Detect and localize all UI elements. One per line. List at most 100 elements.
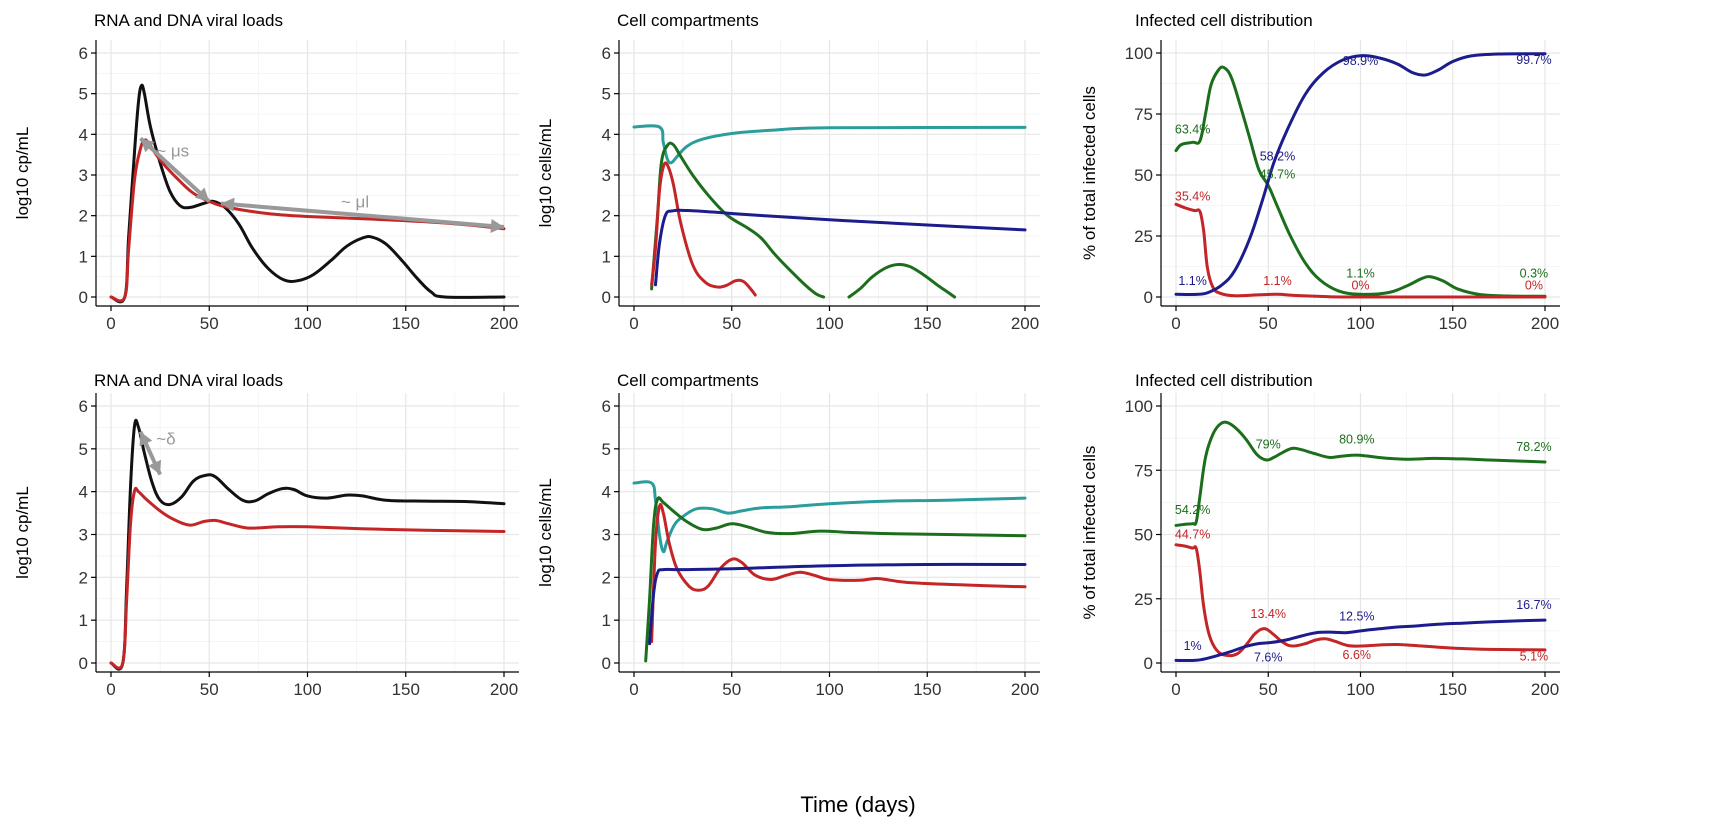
x-tick-label: 100: [815, 680, 843, 699]
x-tick-label: 0: [1171, 314, 1180, 333]
x-tick-label: 150: [392, 314, 420, 333]
series-line-red: [650, 502, 1027, 644]
series-line-red: [1174, 202, 1547, 299]
data-label: 63.4%: [1175, 123, 1210, 137]
y-tick-label: 1: [79, 611, 88, 630]
y-tick-label: 50: [1134, 166, 1153, 185]
y-tick-label: 3: [602, 166, 611, 185]
panel-title: Infected cell distribution: [1135, 11, 1313, 30]
series-line-black: [109, 83, 506, 304]
x-tick-label: 0: [629, 314, 638, 333]
y-tick-label: 3: [602, 526, 611, 545]
x-tick-label: 0: [629, 680, 638, 699]
x-tick-label: 100: [1346, 680, 1374, 699]
series-line-black: [109, 418, 506, 671]
x-tick-label: 200: [490, 314, 518, 333]
y-tick-label: 5: [79, 440, 88, 459]
y-tick-label: 5: [602, 85, 611, 104]
y-tick-label: 1: [602, 611, 611, 630]
arrow-head: [148, 459, 162, 475]
data-label: 78.2%: [1516, 440, 1551, 454]
arrow-head: [194, 187, 210, 202]
y-tick-label: 5: [79, 85, 88, 104]
data-label: 99.7%: [1516, 53, 1551, 67]
arrow-head: [221, 197, 235, 212]
x-tick-label: 200: [1531, 314, 1559, 333]
y-tick-label: 1: [602, 247, 611, 266]
y-axis-title: log10 cp/mL: [13, 127, 32, 220]
y-axis-title: log10 cells/mL: [536, 478, 555, 587]
x-tick-label: 150: [913, 314, 941, 333]
series-line-blue: [648, 562, 1027, 646]
data-label: 35.4%: [1175, 190, 1210, 204]
arrow-head: [140, 138, 155, 153]
panel-p12: 0 50 100 150 200 0 1 2 3 4 5 6 Cell compartments log1…: [536, 11, 1040, 333]
y-tick-label: 6: [79, 44, 88, 63]
data-label: 6.6%: [1343, 648, 1372, 662]
panel-p21: 0 50 100 150 200 0 1 2 3 4 5 6 RNA and DNA viral loa…: [13, 371, 519, 699]
annotation-arrow: [139, 136, 211, 203]
y-tick-label: 50: [1134, 526, 1153, 545]
y-tick-label: 5: [602, 440, 611, 459]
x-tick-label: 50: [1259, 680, 1278, 699]
y-tick-label: 100: [1125, 397, 1153, 416]
data-label: 1%: [1184, 639, 1202, 653]
y-axis-title: log10 cp/mL: [13, 486, 32, 579]
data-label: 80.9%: [1339, 432, 1374, 446]
y-axis-title: % of total infected cells: [1080, 86, 1099, 260]
y-tick-label: 75: [1134, 105, 1153, 124]
x-tick-label: 50: [200, 314, 219, 333]
data-label: 45.7%: [1260, 168, 1295, 182]
x-tick-label: 200: [490, 680, 518, 699]
data-label: 98.9%: [1343, 54, 1378, 68]
series-line-green: [847, 262, 957, 299]
y-tick-label: 0: [1144, 288, 1153, 307]
data-label: 1.1%: [1263, 274, 1292, 288]
y-tick-label: 1: [79, 247, 88, 266]
x-tick-label: 0: [106, 680, 115, 699]
arrow-head: [139, 431, 153, 447]
series-line-red: [109, 138, 506, 303]
y-tick-label: 100: [1125, 44, 1153, 63]
panel-p13: 0 50 100 150 200 0 25 50 75 100 Infected cell dist…: [1080, 11, 1560, 333]
data-label: 12.5%: [1339, 610, 1374, 624]
series-line-teal: [632, 124, 1027, 165]
y-tick-label: 0: [602, 654, 611, 673]
data-label: 0%: [1351, 279, 1369, 293]
data-label: 1.1%: [1346, 266, 1375, 280]
data-label: 1.1%: [1178, 274, 1207, 288]
y-tick-label: 3: [79, 526, 88, 545]
y-axis-title: log10 cells/mL: [536, 119, 555, 228]
x-axis-title: Time (days): [800, 792, 915, 817]
y-tick-label: 6: [602, 44, 611, 63]
y-tick-label: 2: [79, 568, 88, 587]
y-tick-label: 4: [79, 483, 88, 502]
data-label: 7.6%: [1254, 651, 1283, 665]
data-label: 58.2%: [1260, 149, 1295, 163]
y-tick-label: 0: [602, 288, 611, 307]
annotation-label: ~ μl: [341, 193, 369, 212]
arrow-head: [490, 218, 504, 233]
data-label: 16.7%: [1516, 598, 1551, 612]
panel-title: RNA and DNA viral loads: [94, 371, 283, 390]
y-tick-label: 2: [602, 568, 611, 587]
panel-title: Infected cell distribution: [1135, 371, 1313, 390]
y-tick-label: 6: [79, 397, 88, 416]
y-tick-label: 0: [1144, 654, 1153, 673]
y-tick-label: 4: [79, 125, 88, 144]
x-tick-label: 100: [815, 314, 843, 333]
x-tick-label: 200: [1011, 680, 1039, 699]
panel-title: Cell compartments: [617, 11, 759, 30]
data-label: 5.1%: [1520, 649, 1549, 663]
x-tick-label: 200: [1011, 314, 1039, 333]
series-line-green: [644, 496, 1027, 663]
x-tick-label: 150: [913, 680, 941, 699]
x-tick-label: 50: [722, 314, 741, 333]
y-tick-label: 25: [1134, 590, 1153, 609]
y-axis-title: % of total infected cells: [1080, 446, 1099, 620]
panel-title: RNA and DNA viral loads: [94, 11, 283, 30]
x-tick-label: 100: [1346, 314, 1374, 333]
annotation-label: ~ μs: [156, 142, 189, 161]
x-tick-label: 0: [1171, 680, 1180, 699]
